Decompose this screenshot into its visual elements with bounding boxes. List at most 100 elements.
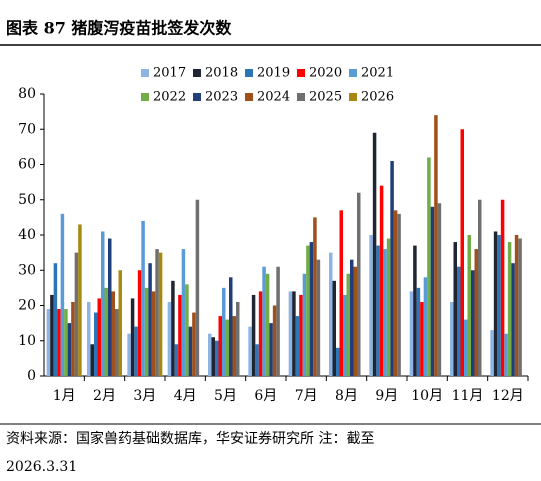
bar: [229, 277, 233, 376]
y-tick-label: 20: [18, 298, 36, 314]
bar: [272, 305, 277, 376]
bar: [288, 291, 293, 376]
bar: [155, 249, 159, 376]
bar: [457, 266, 461, 376]
bar: [514, 235, 519, 376]
bar: [111, 291, 115, 376]
bar: [413, 245, 417, 376]
bar: [57, 309, 61, 376]
bar: [423, 277, 428, 376]
legend-swatch: [193, 69, 201, 77]
bar: [518, 238, 522, 376]
source: 资料来源：国家兽药基础数据库，华安证券研究所 注：截至: [6, 430, 374, 447]
y-tick-label: 10: [18, 333, 36, 349]
legend-swatch: [193, 93, 201, 101]
bar: [108, 238, 112, 376]
bar: [343, 294, 347, 376]
legend-swatch: [245, 93, 253, 101]
bar: [292, 291, 296, 376]
bar: [178, 294, 182, 376]
bar: [192, 312, 196, 376]
bar: [158, 252, 163, 376]
bar: [215, 340, 219, 376]
y-tick-label: 80: [18, 86, 36, 102]
bar: [511, 263, 515, 376]
bar: [251, 294, 256, 376]
x-tick-label: 3月: [133, 388, 156, 404]
bar: [151, 291, 156, 376]
bar: [195, 199, 200, 376]
bar: [64, 309, 68, 376]
bar: [490, 330, 494, 376]
bar: [71, 301, 75, 376]
bar: [299, 294, 303, 376]
bar: [437, 203, 442, 376]
bar: [376, 245, 380, 376]
x-tick-label: 9月: [375, 388, 398, 404]
bar: [471, 270, 475, 376]
bar: [397, 213, 401, 376]
y-tick-label: 30: [18, 262, 36, 278]
bar: [104, 287, 108, 376]
legend-label: 2022: [153, 90, 186, 105]
bar: [118, 270, 122, 376]
bar: [171, 280, 175, 376]
bar: [225, 319, 229, 376]
source: 2026.3.31: [6, 459, 77, 475]
bar: [258, 291, 263, 376]
bar: [332, 280, 336, 376]
y-tick-label: 60: [18, 157, 36, 173]
bar: [232, 316, 236, 376]
legend-label: 2019: [257, 66, 290, 81]
bar: [497, 235, 501, 376]
bar: [313, 217, 317, 376]
bar: [78, 224, 82, 376]
bar: [467, 235, 471, 376]
bar: [309, 242, 314, 376]
bar: [144, 287, 149, 376]
x-tick-label: 10月: [411, 388, 443, 404]
x-tick-label: 11月: [452, 388, 484, 404]
legend-label: 2020: [309, 66, 342, 81]
bar: [276, 266, 280, 376]
y-tick-label: 0: [27, 368, 36, 384]
bar: [255, 344, 259, 376]
legend-label: 2024: [257, 90, 290, 105]
bar: [329, 252, 333, 376]
bar: [386, 238, 391, 376]
legend-label: 2023: [205, 90, 238, 105]
bar: [357, 192, 361, 376]
bar: [474, 249, 478, 376]
bar: [181, 249, 186, 376]
bar: [372, 132, 377, 376]
bar: [137, 270, 142, 376]
legend-label: 2021: [361, 66, 394, 81]
y-tick-label: 40: [18, 227, 36, 243]
y-tick-label: 70: [18, 121, 36, 137]
bar: [97, 298, 101, 376]
bar: [87, 301, 91, 376]
bar: [211, 337, 215, 376]
legend-swatch: [297, 69, 305, 77]
bar: [127, 333, 131, 376]
bar: [336, 347, 340, 376]
bar: [339, 210, 343, 376]
bar: [420, 301, 424, 376]
legend-swatch: [245, 69, 253, 77]
legend-label: 2025: [309, 90, 342, 105]
bar: [115, 309, 119, 376]
x-tick-label: 6月: [254, 388, 277, 404]
bar: [409, 291, 414, 376]
bar: [316, 259, 321, 376]
bar: [167, 301, 172, 376]
bar: [262, 266, 266, 376]
bar: [141, 220, 145, 376]
bar: [464, 319, 468, 376]
legend-label: 2017: [153, 66, 186, 81]
x-tick-label: 1月: [53, 388, 76, 404]
bar: [434, 115, 438, 377]
bar: [101, 231, 105, 376]
bar: [427, 157, 431, 376]
